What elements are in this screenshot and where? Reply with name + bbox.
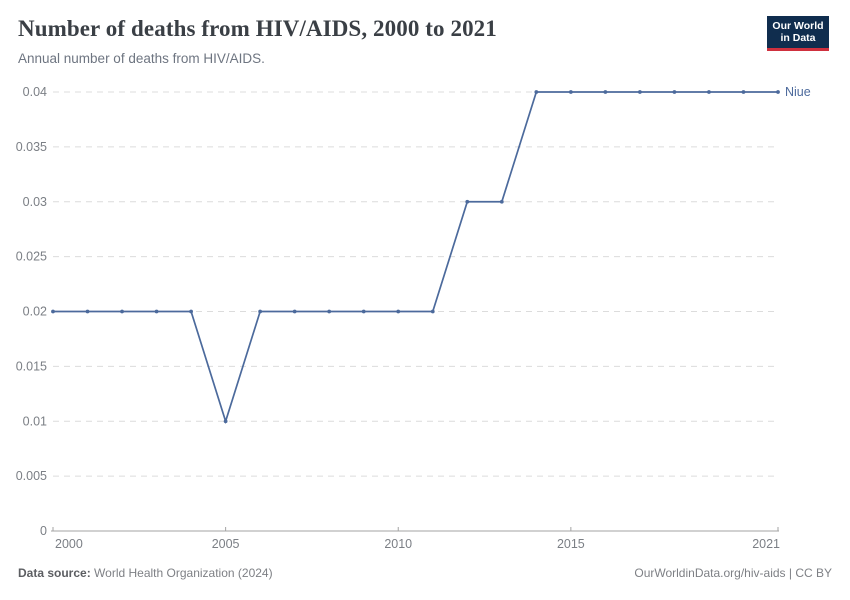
- data-source-value: World Health Organization (2024): [94, 566, 273, 580]
- series-line[interactable]: [53, 91, 778, 425]
- data-point[interactable]: [499, 199, 504, 204]
- data-point[interactable]: [361, 309, 366, 314]
- y-axis-tick-label: 0: [40, 524, 47, 538]
- x-axis-tick-label: 2015: [557, 537, 585, 551]
- data-source-label: Data source:: [18, 566, 91, 580]
- data-point[interactable]: [776, 90, 780, 94]
- data-point[interactable]: [534, 90, 539, 94]
- series-label[interactable]: Niue: [785, 85, 811, 99]
- y-axis-tick-label: 0.015: [16, 359, 47, 373]
- data-point[interactable]: [672, 90, 677, 94]
- data-point[interactable]: [154, 309, 159, 314]
- y-axis-tick-label: 0.005: [16, 469, 47, 483]
- y-axis-tick-label: 0.04: [23, 85, 47, 99]
- data-point[interactable]: [465, 199, 470, 204]
- y-axis-tick-label: 0.03: [23, 195, 47, 209]
- data-point[interactable]: [85, 309, 90, 314]
- y-axis-tick-label: 0.01: [23, 414, 47, 428]
- data-point[interactable]: [396, 309, 401, 314]
- x-axis-tick-label: 2021: [752, 537, 780, 551]
- credit-link[interactable]: OurWorldinData.org/hiv-aids | CC BY: [634, 566, 832, 580]
- chart-subtitle: Annual number of deaths from HIV/AIDS.: [18, 51, 265, 66]
- data-point[interactable]: [741, 90, 746, 94]
- data-point[interactable]: [292, 309, 297, 314]
- chart-footer: Data source: World Health Organization (…: [18, 566, 832, 580]
- data-point[interactable]: [430, 309, 435, 314]
- data-point[interactable]: [120, 309, 124, 314]
- data-source: Data source: World Health Organization (…: [18, 566, 273, 580]
- data-point[interactable]: [51, 309, 55, 314]
- data-point[interactable]: [603, 90, 608, 94]
- data-point[interactable]: [568, 90, 573, 94]
- data-point[interactable]: [638, 90, 642, 94]
- page-title: Number of deaths from HIV/AIDS, 2000 to …: [18, 16, 497, 41]
- data-point[interactable]: [707, 90, 711, 94]
- x-axis-tick-label: 2010: [384, 537, 412, 551]
- x-axis-tick-label: 2005: [212, 537, 240, 551]
- data-point[interactable]: [189, 309, 193, 314]
- y-axis-tick-label: 0.025: [16, 250, 47, 264]
- data-point[interactable]: [223, 419, 228, 424]
- data-point[interactable]: [327, 309, 332, 314]
- owid-logo-line2: in Data: [780, 32, 816, 44]
- x-axis-tick-label: 2000: [55, 537, 83, 551]
- owid-logo: Our World in Data: [767, 16, 829, 51]
- y-axis-tick-label: 0.02: [23, 305, 47, 319]
- owid-logo-line1: Our World: [772, 19, 824, 32]
- y-axis-tick-label: 0.035: [16, 140, 47, 154]
- data-point[interactable]: [258, 309, 263, 314]
